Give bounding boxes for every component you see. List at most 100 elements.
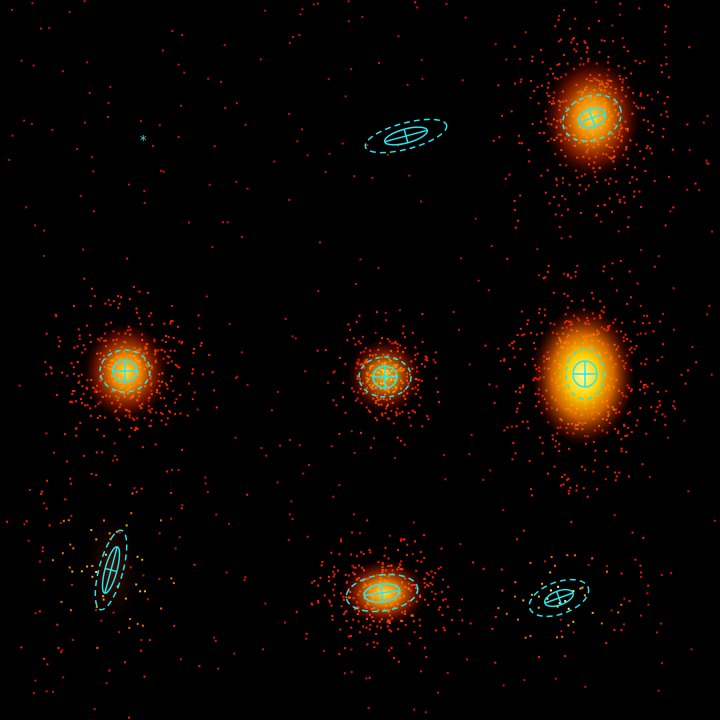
- photon-point: [135, 307, 138, 310]
- background-photon: [688, 149, 691, 152]
- photon-point: [644, 383, 647, 386]
- photon-point: [518, 402, 521, 405]
- region-s8[interactable]: [524, 572, 593, 623]
- region-s2[interactable]: [362, 113, 450, 160]
- photon-point: [520, 310, 523, 313]
- photon-point: [108, 669, 111, 672]
- background-photon: [377, 267, 380, 270]
- photon-point: [376, 642, 379, 645]
- photon-point: [568, 447, 570, 450]
- background-photon: [690, 648, 693, 651]
- photon-point: [208, 354, 211, 356]
- photon-point: [404, 623, 407, 626]
- photon-point: [423, 646, 426, 649]
- background-photon: [706, 115, 709, 118]
- photon-point: [132, 285, 135, 288]
- background-photon: [302, 472, 305, 475]
- photon-point: [569, 486, 572, 489]
- source-glow-s5: [531, 306, 635, 446]
- photon-point: [644, 170, 647, 172]
- photon-point: [165, 423, 168, 426]
- photon-point: [667, 76, 670, 79]
- photon-point: [140, 487, 143, 490]
- photon-point: [72, 372, 75, 375]
- photon-point: [562, 483, 565, 486]
- photon-point: [574, 271, 577, 273]
- photon-point: [584, 41, 587, 44]
- photon-point: [600, 39, 603, 42]
- photon-point: [136, 311, 138, 314]
- photon-point: [655, 410, 658, 413]
- photon-point: [425, 572, 428, 575]
- background-photon: [105, 682, 108, 685]
- photon-point: [603, 39, 606, 42]
- photon-point: [538, 308, 541, 311]
- photon-point: [447, 585, 450, 588]
- region-s4[interactable]: [358, 356, 412, 398]
- background-photon: [305, 637, 308, 640]
- photon-point: [664, 4, 667, 7]
- photon-point: [45, 507, 48, 510]
- photon-point: [344, 573, 347, 576]
- photon-point: [198, 665, 201, 668]
- photon-point: [91, 287, 93, 290]
- background-photon: [276, 481, 279, 484]
- photon-point: [409, 424, 412, 427]
- photon-point: [246, 493, 249, 496]
- background-photon: [519, 81, 522, 83]
- photon-point: [151, 323, 154, 326]
- background-photon: [170, 517, 173, 520]
- photon-point: [526, 323, 529, 326]
- photon-point: [397, 660, 400, 663]
- background-photon: [128, 183, 130, 186]
- photon-point: [163, 322, 166, 325]
- background-photon: [262, 648, 264, 651]
- region-s6[interactable]: [89, 527, 133, 612]
- photon-point: [600, 622, 603, 625]
- photon-point: [82, 344, 85, 347]
- photon-point: [539, 436, 542, 439]
- background-photon: [66, 374, 69, 377]
- background-photon: [510, 425, 513, 428]
- region-s7[interactable]: [344, 570, 420, 616]
- background-photon: [413, 708, 416, 711]
- photon-point: [70, 400, 73, 403]
- photon-point: [567, 477, 570, 480]
- photon-point: [551, 438, 554, 441]
- background-photon: [114, 454, 117, 457]
- background-photon: [584, 685, 587, 688]
- photon-point: [603, 204, 606, 207]
- photon-point: [586, 47, 589, 50]
- photon-point: [211, 371, 214, 374]
- photon-point: [658, 400, 661, 403]
- background-photon: [71, 638, 74, 641]
- background-photon: [61, 70, 64, 73]
- photon-point: [411, 331, 414, 334]
- region-s3[interactable]: [99, 349, 151, 393]
- photon-point: [644, 363, 647, 366]
- region-s5[interactable]: [565, 348, 605, 400]
- source-glow-s3: [82, 322, 170, 422]
- region-s1[interactable]: [556, 87, 627, 149]
- background-photon: [174, 547, 177, 550]
- photon-point: [295, 610, 298, 613]
- photon-point: [332, 575, 335, 578]
- photon-point: [664, 423, 667, 426]
- photon-point: [393, 657, 396, 660]
- photon-point: [360, 551, 363, 554]
- photon-point: [179, 394, 182, 396]
- photon-point: [491, 627, 494, 630]
- background-photon: [367, 707, 370, 710]
- photon-point: [567, 607, 570, 610]
- photon-point: [558, 63, 561, 66]
- photon-point: [556, 636, 558, 639]
- background-photon: [633, 348, 636, 351]
- photon-point: [621, 321, 624, 324]
- photon-point: [130, 427, 133, 430]
- photon-point: [575, 484, 578, 487]
- photon-point: [172, 582, 175, 585]
- background-photon: [710, 373, 713, 376]
- background-photon: [691, 346, 694, 349]
- photon-point: [660, 64, 663, 67]
- photon-point: [180, 342, 183, 345]
